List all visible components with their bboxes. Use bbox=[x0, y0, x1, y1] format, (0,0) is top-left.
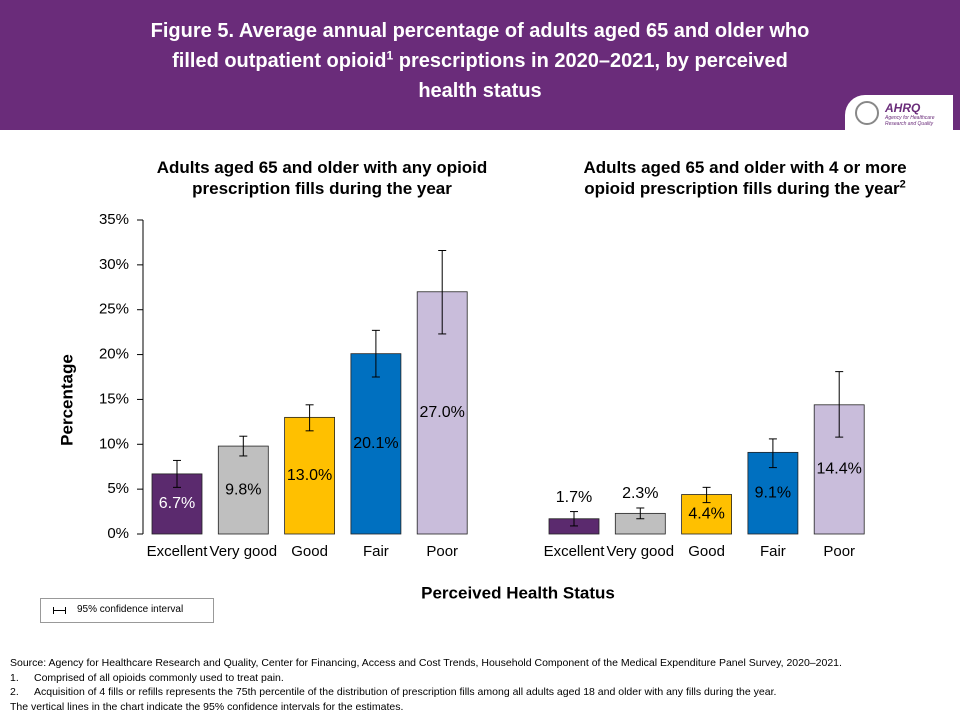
panel-title: Adults aged 65 and older with any opioid… bbox=[152, 157, 492, 199]
value-label: 20.1% bbox=[353, 435, 398, 452]
legend: 95% confidence interval bbox=[40, 598, 214, 623]
y-tick-label: 0% bbox=[107, 525, 129, 542]
footnote: 1. Comprised of all opioids commonly used… bbox=[10, 671, 955, 686]
text-box: Excellent bbox=[543, 543, 605, 560]
footnote-marker: 2. bbox=[10, 686, 19, 698]
y-tick-label: 15% bbox=[99, 390, 129, 407]
x-tick-label: Very good bbox=[606, 543, 675, 560]
value-label: 2.3% bbox=[622, 485, 658, 502]
title-text: prescriptions in 2020–2021, by perceived… bbox=[393, 50, 788, 102]
bar bbox=[284, 416, 336, 535]
panel-title-text: Adults aged 65 and older with 4 or more … bbox=[583, 158, 907, 198]
footnote-marker: 1. bbox=[10, 671, 19, 684]
x-tick-label: Excellent bbox=[146, 543, 208, 560]
logo-text: Agency for Healthcare Research and Quali… bbox=[885, 115, 935, 127]
footnote-text: Acquisition of 4 fills or refills repres… bbox=[34, 686, 777, 698]
bar bbox=[217, 445, 269, 535]
x-tick-label: Good bbox=[291, 543, 328, 560]
value-label: 9.8% bbox=[225, 481, 261, 498]
panel-title-text: Adults aged 65 and older with any opioid… bbox=[156, 158, 488, 198]
legend-label: 95% confidence interval bbox=[77, 604, 184, 615]
logo-emblem bbox=[855, 101, 879, 125]
text-box: Fair bbox=[759, 543, 786, 560]
title-sup: 1 bbox=[386, 48, 394, 63]
text-box: Excellent bbox=[146, 543, 208, 560]
header: Figure 5. Average annual percentage of a… bbox=[0, 0, 960, 135]
x-axis-label: Perceived Health Status bbox=[421, 583, 615, 602]
text-box: Adults aged 65 and older with any opioid… bbox=[152, 157, 492, 199]
x-tick-label: Excellent bbox=[543, 543, 605, 560]
value-label: 14.4% bbox=[817, 461, 862, 478]
text-box: Good bbox=[291, 543, 328, 560]
value-label: 4.4% bbox=[688, 505, 724, 522]
text-box: Poor bbox=[823, 543, 856, 560]
text-box: Fair bbox=[362, 543, 389, 560]
y-tick-label: 20% bbox=[99, 346, 129, 363]
bar bbox=[350, 353, 402, 535]
text-box: Poor bbox=[426, 543, 459, 560]
legend-symbol bbox=[53, 607, 66, 614]
x-tick-label: Good bbox=[688, 543, 725, 560]
text-box: Very good bbox=[209, 543, 278, 560]
notes: Source: Agency for Healthcare Research a… bbox=[10, 656, 955, 714]
title: Figure 5. Average annual percentage of a… bbox=[150, 16, 810, 106]
x-tick-label: Poor bbox=[823, 543, 856, 560]
y-tick-label: 25% bbox=[99, 301, 129, 318]
value-label: 6.7% bbox=[159, 495, 195, 512]
panel-title-sup: 2 bbox=[899, 178, 906, 191]
title-text: Figure 5. Average annual percentage of a… bbox=[150, 20, 810, 72]
x-tick-label: Poor bbox=[426, 543, 459, 560]
logo: AHRQ Agency for Healthcare Research and Q… bbox=[845, 95, 953, 135]
y-axis-label: Percentage bbox=[57, 354, 76, 446]
logo-name: AHRQ bbox=[885, 101, 921, 115]
value-label: 1.7% bbox=[556, 489, 592, 506]
footnote-text: Comprised of all opioids commonly used t… bbox=[34, 671, 284, 684]
value-label: 9.1% bbox=[755, 484, 791, 501]
text-box: Good bbox=[688, 543, 725, 560]
value-label: 13.0% bbox=[287, 467, 332, 484]
vertical-note: The vertical lines in the chart indicate… bbox=[10, 700, 404, 713]
panel-title: Adults aged 65 and older with 4 or more … bbox=[575, 157, 915, 199]
y-tick-label: 30% bbox=[99, 256, 129, 273]
text-box: Adults aged 65 and older with 4 or more … bbox=[575, 157, 915, 199]
text-box: Very good bbox=[606, 543, 675, 560]
y-tick-label: 35% bbox=[99, 211, 129, 228]
footnote: 2. Acquisition of 4 fills or refills repr… bbox=[10, 685, 955, 700]
y-tick-label: 10% bbox=[99, 435, 129, 452]
y-tick-label: 5% bbox=[107, 480, 129, 497]
value-label: 27.0% bbox=[420, 404, 465, 421]
source: Source: Agency for Healthcare Research a… bbox=[10, 657, 842, 669]
x-tick-label: Very good bbox=[209, 543, 278, 560]
chart: Percentage Perceived Health Status Adult… bbox=[57, 157, 915, 602]
x-tick-label: Fair bbox=[362, 543, 389, 560]
x-tick-label: Fair bbox=[759, 543, 786, 560]
